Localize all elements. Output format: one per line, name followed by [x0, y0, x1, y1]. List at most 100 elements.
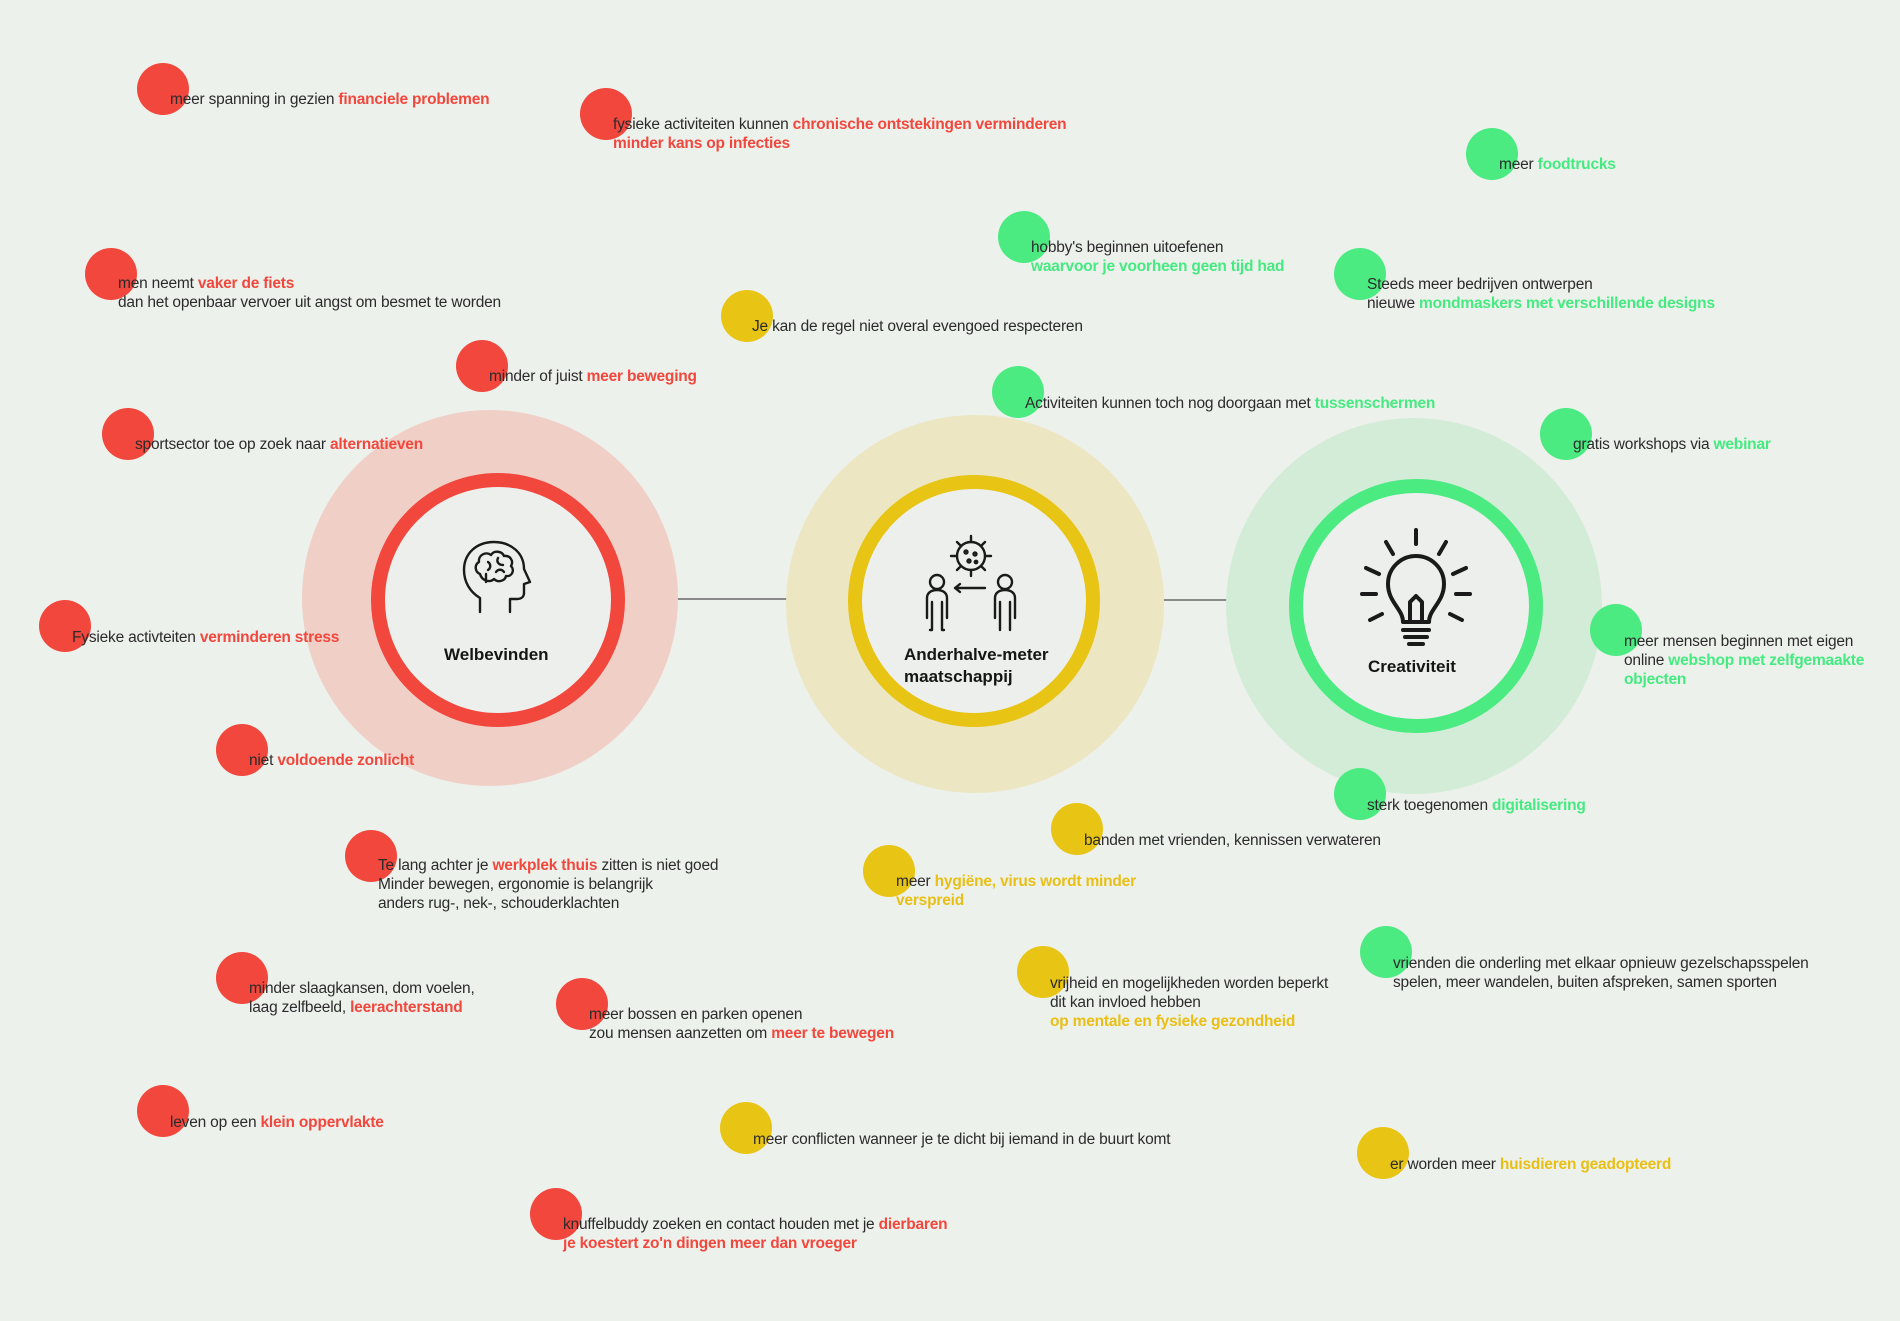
note-text: Fysieke activteiten	[72, 629, 200, 646]
note-text: vrienden die onderling met elkaar opnieu…	[1393, 955, 1809, 972]
note-line: leven op een klein oppervlakte	[170, 1113, 384, 1132]
red-bullet	[216, 724, 268, 776]
note-line: meer spanning in gezien financiele probl…	[170, 90, 490, 109]
note-line: Te lang achter je werkplek thuis zitten …	[378, 856, 718, 875]
highlight-text: werkplek thuis	[492, 857, 598, 874]
note-line: dit kan invloed hebben	[1050, 993, 1328, 1012]
note-hobbys: hobby's beginnen uitoefenen waarvoor je v…	[1031, 238, 1285, 276]
note-text: dit kan invloed hebben	[1050, 994, 1201, 1011]
brain-head-icon	[458, 538, 534, 621]
yellow-bullet	[1051, 803, 1103, 855]
note-digitalisering: sterk toegenomen digitalisering	[1367, 796, 1586, 815]
note-line: op mentale en fysieke gezondheid	[1050, 1012, 1328, 1031]
highlight-text: chronische ontstekingen verminderen	[792, 116, 1067, 133]
note-financiele-problemen: meer spanning in gezien financiele probl…	[170, 90, 490, 109]
note-banden-verwateren: banden met vrienden, kennissen verwatere…	[1084, 831, 1381, 850]
note-line: banden met vrienden, kennissen verwatere…	[1084, 831, 1381, 850]
note-text: nieuwe	[1367, 295, 1420, 312]
note-line: meer conflicten wanneer je te dicht bij …	[753, 1130, 1171, 1149]
red-bullet	[102, 408, 154, 460]
note-line: niet voldoende zonlicht	[249, 751, 414, 770]
note-line: objecten	[1624, 670, 1864, 689]
highlight-text: klein oppervlakte	[260, 1114, 384, 1131]
highlight-text: voldoende zonlicht	[277, 752, 415, 769]
note-text: meer conflicten wanneer je te dicht bij …	[753, 1131, 1171, 1148]
note-vrijheid-beperkt: vrijheid en mogelijkheden worden beperkt…	[1050, 974, 1328, 1031]
note-line: waarvoor je voorheen geen tijd had	[1031, 257, 1285, 276]
note-meer-conflicten: meer conflicten wanneer je te dicht bij …	[753, 1130, 1171, 1149]
note-line: meer mensen beginnen met eigen	[1624, 632, 1864, 651]
note-line: vrijheid en mogelijkheden worden beperkt	[1050, 974, 1328, 993]
note-werkplek-thuis: Te lang achter je werkplek thuis zitten …	[378, 856, 718, 913]
note-line: meer foodtrucks	[1499, 155, 1616, 174]
note-line: online webshop met zelfgemaakte	[1624, 651, 1864, 670]
note-text: spelen, meer wandelen, buiten afspreken,…	[1393, 974, 1777, 991]
note-line: fysieke activiteiten kunnen chronische o…	[613, 115, 1067, 134]
highlight-text: dierbaren	[878, 1216, 948, 1233]
note-line: spelen, meer wandelen, buiten afspreken,…	[1393, 973, 1809, 992]
green-bullet	[998, 211, 1050, 263]
yellow-bullet	[1017, 946, 1069, 998]
note-text: zou mensen aanzetten om	[589, 1025, 772, 1042]
note-huisdieren: er worden meer huisdieren geadopteerd	[1390, 1155, 1671, 1174]
note-line: minder kans op infecties	[613, 134, 1066, 153]
yellow-bullet	[1357, 1127, 1409, 1179]
yellow-bullet	[863, 845, 915, 897]
note-regel-respecteren: Je kan de regel niet overal evengoed res…	[752, 317, 1083, 336]
note-vaker-de-fiets: men neemt vaker de fiets dan het openbaar…	[118, 274, 501, 312]
red-bullet	[456, 340, 508, 392]
note-text: leven op een	[170, 1114, 261, 1131]
green-bullet	[992, 366, 1044, 418]
note-text: banden met vrienden, kennissen verwatere…	[1084, 832, 1381, 849]
note-line: zou mensen aanzetten om meer te bewegen	[589, 1024, 894, 1043]
note-voldoende-zonlicht: niet voldoende zonlicht	[249, 751, 414, 770]
connector-anderhalve-creativiteit	[1095, 599, 1295, 601]
note-webshop: meer mensen beginnen met eigen online web…	[1624, 632, 1864, 689]
yellow-bullet	[721, 290, 773, 342]
highlight-text: je koestert zo'n dingen meer dan vroeger	[563, 1235, 857, 1252]
highlight-text: mondmaskers met verschillende designs	[1419, 295, 1715, 312]
note-text: meer	[896, 873, 935, 890]
red-bullet	[216, 952, 268, 1004]
note-line: minder of juist meer beweging	[489, 367, 697, 386]
note-text: sportsector toe op zoek naar	[135, 436, 330, 453]
note-line: nieuwe mondmaskers met verschillende des…	[1367, 294, 1715, 313]
note-line: minder slaagkansen, dom voelen,	[249, 979, 475, 998]
note-line: sportsector toe op zoek naar alternatiev…	[135, 435, 423, 454]
highlight-text: objecten	[1624, 671, 1687, 688]
note-chronische-ontstekingen: fysieke activiteiten kunnen chronische o…	[613, 115, 1067, 153]
green-bullet	[1466, 128, 1518, 180]
note-meer-te-bewegen: meer bossen en parken openen zou mensen a…	[589, 1005, 894, 1043]
yellow-bullet	[720, 1102, 772, 1154]
note-leerachterstand: minder slaagkansen, dom voelen, laag zelf…	[249, 979, 475, 1017]
note-line: je koestert zo'n dingen meer dan vroeger	[563, 1234, 947, 1253]
note-line: er worden meer huisdieren geadopteerd	[1390, 1155, 1671, 1174]
highlight-text: tussenschermen	[1314, 395, 1436, 412]
red-bullet	[39, 600, 91, 652]
social-distance-icon	[915, 532, 1027, 639]
note-text: dan het openbaar vervoer uit angst om be…	[118, 294, 501, 311]
note-klein-oppervlakte: leven op een klein oppervlakte	[170, 1113, 384, 1132]
anderhalve-label: Anderhalve-meter maatschappij	[904, 645, 1049, 686]
note-line: laag zelfbeeld, leerachterstand	[249, 998, 475, 1017]
highlight-text: hygiëne, virus wordt minder	[934, 873, 1137, 890]
highlight-text: webshop met zelfgemaakte	[1668, 652, 1865, 669]
note-text: meer	[1499, 156, 1538, 173]
note-text: minder slaagkansen, dom voelen,	[249, 980, 475, 997]
note-text: knuffelbuddy zoeken en contact houden me…	[563, 1216, 879, 1233]
note-text: laag zelfbeeld,	[249, 999, 351, 1016]
green-bullet	[1590, 604, 1642, 656]
note-verminderen-stress: Fysieke activteiten verminderen stress	[72, 628, 339, 647]
connector-welbevinden-anderhalve	[620, 598, 850, 600]
note-line: hobby's beginnen uitoefenen	[1031, 238, 1284, 257]
highlight-text: minder kans op infecties	[613, 135, 790, 152]
note-line: anders rug-, nek-, schouderklachten	[378, 894, 718, 913]
highlight-text: vaker de fiets	[197, 275, 295, 292]
lightbulb-icon	[1356, 528, 1476, 653]
note-text: Minder bewegen, ergonomie is belangrijk	[378, 876, 653, 893]
note-line: meer bossen en parken openen	[589, 1005, 894, 1024]
note-text: Activiteiten kunnen toch nog doorgaan me…	[1025, 395, 1315, 412]
note-text: hobby's beginnen uitoefenen	[1031, 239, 1224, 256]
highlight-text: leerachterstand	[350, 999, 463, 1016]
note-line: meer hygiëne, virus wordt minder	[896, 872, 1136, 891]
